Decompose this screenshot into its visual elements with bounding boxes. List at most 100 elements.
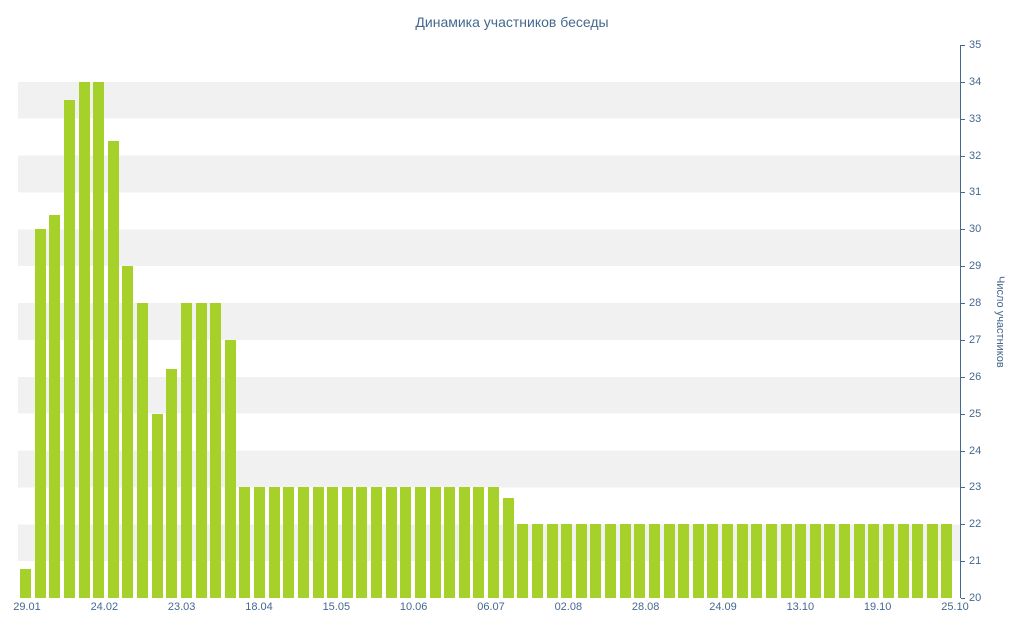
bar [780,524,792,598]
y-tick [961,229,965,231]
x-tick-label: 15.05 [322,601,351,613]
y-tick-label: 31 [969,186,982,199]
bar [20,568,31,598]
y-axis-title: Число участников [994,275,1006,368]
y-axis: 20 21 22 23 24 25 26 27 28 29 30 31 32 33 34 35 [961,39,1021,604]
bar [546,524,558,598]
plot-area [18,45,961,598]
y-tick-label: 20 [969,592,982,604]
bar [93,81,105,598]
bar [795,524,807,598]
y-tick [961,450,965,452]
bar [634,524,646,598]
bar [400,487,412,598]
bar [49,214,61,598]
bar [107,140,119,598]
x-tick-label: 24.02 [90,601,119,613]
y-tick [961,376,965,378]
y-tick-label: 26 [969,370,982,383]
x-tick-label: 19.10 [863,601,892,613]
y-tick [961,81,965,83]
bar [180,303,192,598]
y-tick-label: 28 [969,297,982,310]
bar [868,524,880,598]
bar [341,487,353,598]
x-tick-label: 10.06 [399,601,428,613]
y-tick [961,266,965,268]
bar [765,524,777,598]
bar [458,487,470,598]
bar [575,524,587,598]
y-tick [961,155,965,157]
y-tick [961,303,965,305]
y-tick-label: 21 [969,555,982,568]
y-tick-label: 30 [969,223,982,236]
bar [34,229,46,598]
bar [751,524,763,598]
bar [912,524,924,598]
bar [297,487,309,598]
bar [78,81,90,598]
bar [531,524,543,598]
y-tick [961,413,965,415]
y-tick [961,339,965,341]
bar [736,524,748,598]
bar [648,524,660,598]
y-tick [961,524,965,526]
x-axis: 29.01 24.02 23.03 18.04 15.05 10.06 06.07 02.08… [13,601,969,617]
y-tick [961,487,965,489]
bar [210,303,222,598]
y-tick [961,118,965,120]
x-tick-label: 29.01 [13,601,41,613]
bar [195,303,207,598]
bar [327,487,339,598]
bar [619,524,631,598]
bar [63,100,75,598]
x-tick-label: 18.04 [245,601,273,613]
bar [809,524,821,598]
bar [137,303,148,598]
bar [151,413,163,598]
bar [268,487,280,598]
bar [853,524,865,598]
bar [122,266,134,598]
bar [224,339,236,598]
bar [517,524,529,598]
bar [312,487,324,598]
bar [663,524,675,598]
bar [590,524,602,598]
x-tick-label: 25.10 [941,601,969,613]
x-tick-label: 02.08 [554,601,583,613]
bar [605,524,616,598]
x-tick-label: 23.03 [167,601,196,613]
y-tick-label: 22 [969,518,982,531]
bar [166,369,178,598]
y-tick-label: 35 [969,39,982,51]
bar [707,524,719,598]
y-tick-label: 25 [969,407,982,420]
bar [926,524,938,598]
y-tick-label: 33 [969,112,982,125]
bar [897,524,909,598]
y-tick-label: 24 [969,444,982,457]
bar [678,524,690,598]
bar [414,487,426,598]
bar [356,487,368,598]
bar [839,524,850,598]
bar [882,524,894,598]
bar [429,487,441,598]
chart-title: Динамика участников беседы [415,14,609,30]
bar [824,524,836,598]
y-tick-label: 29 [969,260,982,273]
y-tick [961,598,965,599]
bar [722,524,733,598]
y-tick-label: 27 [969,333,982,346]
bar [239,487,251,598]
x-tick-label: 28.08 [631,601,660,613]
bar [473,487,485,598]
bar [371,487,382,598]
x-tick-label: 24.09 [709,601,737,613]
y-tick-label: 34 [969,75,982,88]
y-tick [961,192,965,194]
bar [444,487,456,598]
